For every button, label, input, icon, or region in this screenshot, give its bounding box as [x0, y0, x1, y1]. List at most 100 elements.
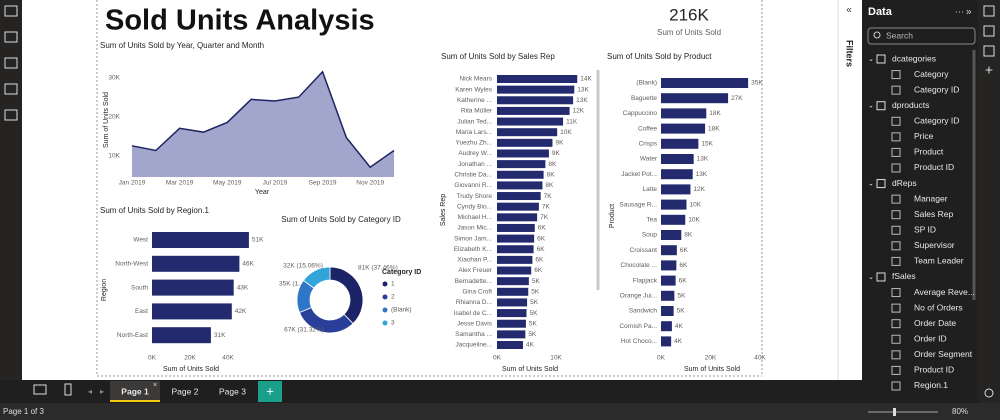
close-tab[interactable]: × — [153, 382, 157, 389]
field-name[interactable]: Product ID — [914, 365, 954, 375]
field-checkbox[interactable] — [891, 288, 901, 298]
field-checkbox[interactable] — [891, 147, 901, 157]
field-checkbox[interactable] — [891, 303, 901, 313]
field-name[interactable]: Average Reve... — [914, 287, 975, 297]
bar — [152, 327, 211, 344]
tab-next[interactable]: ▸ — [100, 387, 104, 396]
field-name[interactable]: Product — [914, 147, 944, 157]
field-name[interactable]: Region.1 — [914, 380, 948, 390]
settings-icon[interactable] — [984, 388, 994, 398]
field-name[interactable]: No of Orders — [914, 302, 963, 312]
search-placeholder[interactable]: Search — [886, 30, 913, 40]
table-name[interactable]: dproducts — [892, 100, 929, 110]
value-label: 18K — [708, 125, 720, 132]
field-checkbox[interactable] — [891, 350, 901, 360]
field-checkbox[interactable] — [891, 256, 901, 266]
field-name[interactable]: Order Segment — [914, 349, 973, 359]
pane-more[interactable]: ⋯ — [955, 6, 964, 16]
field-name[interactable]: Supervisor — [914, 240, 955, 250]
field-checkbox[interactable] — [891, 163, 901, 173]
field-checkbox[interactable] — [891, 194, 901, 204]
pane-collapse[interactable]: » — [966, 7, 972, 18]
bar — [661, 78, 749, 88]
value-label: 5K — [531, 289, 540, 296]
report-view-icon[interactable] — [4, 5, 18, 17]
field-checkbox[interactable] — [891, 319, 901, 329]
expand-chevron[interactable]: ⌄ — [868, 274, 874, 281]
field-name[interactable]: Order Date — [914, 318, 956, 328]
add-page-plus[interactable]: + — [266, 383, 274, 398]
x-tick-label: Mar 2019 — [166, 180, 194, 187]
mobile-layout-icon[interactable] — [64, 383, 72, 396]
bar — [497, 319, 526, 328]
category-label: Latte — [643, 186, 658, 193]
field-checkbox[interactable] — [891, 85, 901, 95]
zoom-level: 80% — [952, 407, 968, 416]
field-name[interactable]: Category ID — [914, 116, 959, 126]
field-name[interactable]: Product ID — [914, 162, 954, 172]
legend-label[interactable]: (Blank) — [391, 307, 412, 314]
field-name[interactable]: Category ID — [914, 84, 959, 94]
filters-label[interactable]: Filters — [845, 40, 855, 67]
field-checkbox[interactable] — [891, 241, 901, 251]
x-tick-label: 0K — [148, 355, 157, 362]
field-name[interactable]: SP ID — [914, 225, 936, 235]
field-checkbox[interactable] — [891, 225, 901, 235]
data-icon[interactable] — [983, 5, 995, 17]
legend-marker — [382, 320, 388, 326]
build-icon[interactable] — [983, 25, 995, 37]
tmdl-view-icon[interactable] — [4, 109, 18, 121]
field-checkbox[interactable] — [891, 210, 901, 220]
field-name[interactable]: Sales Rep — [914, 209, 953, 219]
value-label: 6K — [535, 257, 544, 264]
page-tab[interactable]: Page 3 — [219, 386, 246, 396]
category-label: Isabel de C... — [454, 310, 492, 317]
chart-title: Sum of Units Sold by Category ID — [281, 215, 401, 224]
category-label: Xiaohan P... — [457, 257, 492, 264]
field-checkbox[interactable] — [891, 334, 901, 344]
field-checkbox[interactable] — [891, 132, 901, 142]
desktop-layout-icon[interactable] — [33, 384, 47, 395]
legend-label[interactable]: 1 — [391, 281, 395, 288]
bar — [497, 85, 575, 94]
table-view-icon[interactable] — [4, 31, 18, 43]
dax-view-icon[interactable] — [4, 83, 18, 95]
value-label: 5K — [530, 310, 539, 317]
field-name[interactable]: Manager — [914, 193, 948, 203]
category-label: Jesse Davis — [457, 320, 493, 327]
bar — [661, 275, 676, 286]
field-name[interactable]: Category — [914, 69, 949, 79]
field-checkbox[interactable] — [891, 381, 901, 391]
format-icon[interactable] — [983, 45, 995, 57]
page-tab[interactable]: Page 2 — [172, 386, 199, 396]
table-name[interactable]: dReps — [892, 178, 917, 188]
field-name[interactable]: Team Leader — [914, 256, 964, 266]
field-checkbox[interactable] — [891, 70, 901, 80]
category-label: North-West — [115, 261, 148, 268]
expand-chevron[interactable]: ⌄ — [868, 103, 874, 110]
table-name[interactable]: fSales — [892, 271, 916, 281]
collapse-filters[interactable]: « — [846, 5, 852, 16]
bar — [661, 245, 677, 256]
legend-label[interactable]: 3 — [391, 320, 395, 327]
legend-label[interactable]: 2 — [391, 294, 395, 301]
expand-chevron[interactable]: ⌄ — [868, 56, 874, 63]
field-name[interactable]: Price — [914, 131, 934, 141]
search-box[interactable] — [867, 27, 976, 45]
value-label: 8K — [545, 182, 554, 189]
card-value: 216K — [669, 5, 709, 24]
field-checkbox[interactable] — [891, 116, 901, 126]
x-axis-title: Sum of Units Sold — [502, 366, 558, 373]
tab-prev[interactable]: ◂ — [88, 387, 92, 396]
model-view-icon[interactable] — [4, 57, 18, 69]
field-checkbox[interactable] — [891, 365, 901, 375]
add-page-button[interactable] — [258, 381, 282, 402]
field-name[interactable]: Order ID — [914, 334, 947, 344]
bar — [497, 223, 535, 232]
zoom-thumb[interactable] — [893, 408, 896, 416]
add-pane-icon[interactable]: + — [985, 62, 993, 78]
expand-chevron[interactable]: ⌄ — [868, 180, 874, 187]
value-label: 51K — [252, 237, 264, 244]
page-tab[interactable]: Page 1 — [121, 386, 149, 396]
table-name[interactable]: dcategories — [892, 53, 936, 63]
